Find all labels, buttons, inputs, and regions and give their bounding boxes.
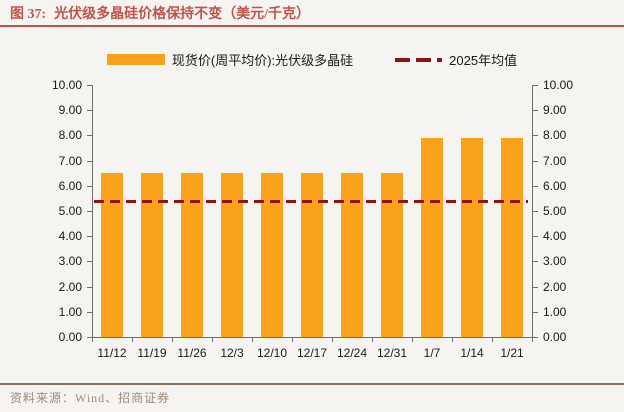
figure-number: 图 37: [10,7,47,22]
x-axis-line [92,337,533,338]
y-axis-tick-left [87,286,92,288]
x-axis-label: 12/24 [336,346,368,360]
x-axis-label: 1/21 [500,346,524,360]
average-reference-line [94,199,528,203]
bar [261,173,283,337]
y-axis-label-left: 10.00 [51,78,82,92]
y-axis-label-right: 3.00 [543,254,567,269]
x-axis-tick [332,338,333,342]
x-axis-label: 11/26 [177,346,207,360]
bar [141,173,163,337]
bar [461,137,483,337]
y-axis-tick-right [533,211,538,212]
y-axis-tick-left [87,337,92,338]
y-axis-label-right: 1.00 [543,304,567,319]
y-axis-tick-right [533,135,538,137]
x-axis-tick [292,338,293,342]
y-axis-label-right: 4.00 [543,229,567,244]
figure-title: 图 37: 光伏级多晶硅价格保持不变（美元/千克） [10,6,614,24]
legend-bar-swatch-icon [106,54,165,65]
x-axis-tick [532,338,533,342]
x-axis-tick [212,338,213,342]
y-axis-tick-right [533,160,538,162]
y-axis-label-left: 6.00 [58,178,82,193]
x-axis-label: 1/14 [460,346,484,360]
y-axis-line-right [532,85,533,337]
y-axis-tick-right [533,85,538,86]
y-axis-label-left: 3.00 [58,254,82,269]
x-axis-tick [172,338,173,342]
bar [221,173,243,337]
x-axis-label: 12/10 [256,346,288,360]
y-axis-tick-right [533,236,538,238]
x-axis-tick [252,338,253,342]
y-axis-tick-left [87,185,92,187]
chart-legend: 现货价(周平均价):光伏级多晶硅 2025年均值 [0,50,624,69]
y-axis-tick-right [533,261,538,263]
bar [421,137,443,337]
bar [341,173,363,337]
y-axis-label-right: 9.00 [543,103,567,118]
x-axis-tick [412,338,413,342]
bar [101,173,123,337]
y-axis-tick-left [87,236,92,238]
y-axis-tick-left [87,110,92,112]
bar [301,173,323,337]
x-axis-label: 12/3 [220,346,244,360]
y-axis-tick-left [87,160,92,162]
figure-title-text: 光伏级多晶硅价格保持不变（美元/千克） [54,7,311,22]
bar [381,173,403,337]
y-axis-label-right: 10.00 [543,78,574,92]
y-axis-label-right: 0.00 [543,330,567,344]
y-axis-label-right: 2.00 [543,279,567,294]
y-axis-tick-right [533,337,538,338]
x-axis-tick [132,338,133,342]
x-axis-tick [92,338,93,342]
x-axis-tick [452,338,453,342]
y-axis-label-left: 7.00 [58,153,82,168]
y-axis-label-left: 8.00 [58,128,82,143]
legend-label-2025-average: 2025年均值 [449,53,518,68]
y-axis-tick-right [533,286,538,288]
bar [181,173,203,337]
y-axis-tick-left [87,85,92,86]
x-axis-tick [492,338,493,342]
x-axis-label: 1/7 [423,346,441,360]
y-axis-tick-left [87,135,92,137]
x-axis-tick [372,338,373,342]
x-axis-label: 11/19 [137,346,167,360]
bar [501,137,523,337]
legend-item-2025-average: 2025年均值 [395,50,517,69]
y-axis-line-left [92,85,93,337]
y-axis-tick-right [533,311,538,313]
y-axis-label-left: 2.00 [58,279,82,294]
legend-dashed-line-icon [395,57,443,62]
y-axis-tick-right [533,185,538,187]
data-source: 资料来源：Wind、招商证券 [10,391,171,405]
footer-divider [0,383,624,385]
y-axis-tick-left [87,211,92,212]
legend-label-spot-price: 现货价(周平均价):光伏级多晶硅 [171,53,354,68]
y-axis-label-left: 0.00 [58,330,82,344]
y-axis-label-left: 4.00 [58,229,82,244]
y-axis-label-left: 5.00 [58,204,82,218]
x-axis-label: 12/31 [376,346,408,360]
x-axis-label: 12/17 [296,346,328,360]
legend-item-spot-price: 现货价(周平均价):光伏级多晶硅 [106,50,354,69]
y-axis-tick-left [87,311,92,313]
x-axis-label: 11/12 [97,346,127,360]
y-axis-tick-right [533,110,538,112]
y-axis-label-right: 6.00 [543,178,567,193]
y-axis-label-right: 7.00 [543,153,567,168]
title-divider [0,25,624,27]
y-axis-label-right: 5.00 [543,204,567,218]
y-axis-label-left: 1.00 [58,304,82,319]
y-axis-label-left: 9.00 [58,103,82,118]
y-axis-label-right: 8.00 [543,128,567,143]
y-axis-tick-left [87,261,92,263]
